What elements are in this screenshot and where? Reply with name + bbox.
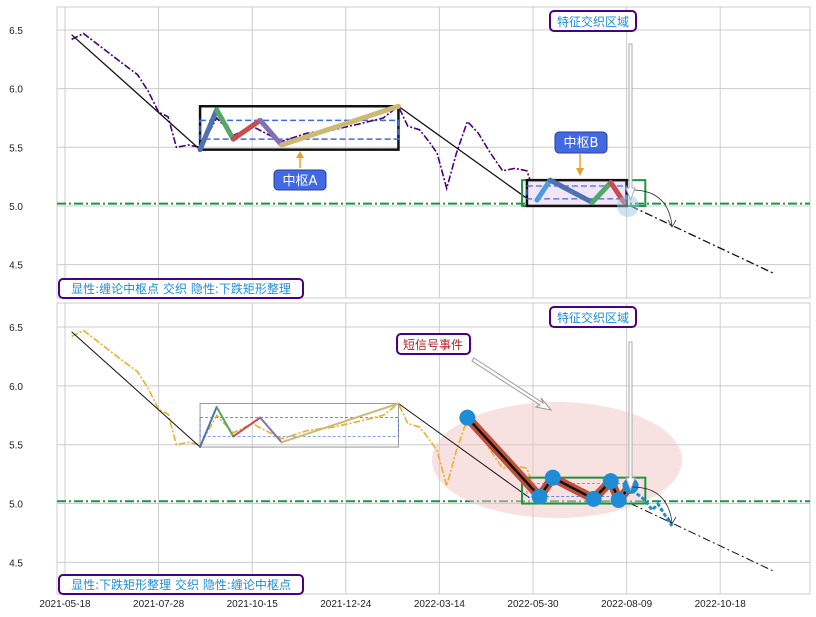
signal-point — [544, 469, 561, 486]
signal-point — [531, 488, 548, 505]
pivot-a-label-box — [273, 169, 327, 191]
y-tick-label: 5.0 — [9, 500, 23, 511]
panel-bottom: 4.5 5.0 5.5 6.0 6.5 2021-05-18 2021-07-28 2021-… — [9, 302, 811, 610]
x-tick-label: 2022-08-09 — [601, 599, 653, 610]
trend-line — [630, 205, 776, 275]
signal-label-box — [396, 333, 471, 355]
y-tick-label: 5.5 — [9, 143, 23, 154]
feature-zone-label-box — [549, 306, 637, 328]
trend-line — [398, 403, 530, 499]
signal-arrow — [471, 357, 553, 411]
y-tick-label: 4.5 — [9, 261, 23, 272]
pivot-b-segment — [534, 177, 553, 203]
y-tick-label: 6.0 — [9, 382, 23, 393]
x-tick-label: 2021-10-15 — [227, 599, 279, 610]
plot-area — [56, 6, 811, 299]
x-tick-label: 2022-10-18 — [695, 599, 747, 610]
curved-arrow — [631, 189, 673, 227]
trend-line — [630, 503, 776, 573]
signal-point — [585, 490, 602, 507]
caption-text: 显性:下跌矩形整理 交织 隐性:缠论中枢点 — [71, 577, 291, 592]
x-tick-label: 2021-12-24 — [320, 599, 372, 610]
feature-zone-arrow — [625, 43, 636, 202]
pivot-a-label: 中枢A — [283, 174, 318, 189]
pivot-b-label: 中枢B — [564, 136, 599, 151]
pivot-a-segment — [215, 406, 235, 438]
pivot-a-segment — [230, 117, 263, 142]
panel-caption: 显性:缠论中枢点 交织 隐性:下跌矩形整理 — [58, 278, 304, 299]
y-tick-label: 6.5 — [9, 323, 23, 334]
y-tick-label: 6.5 — [9, 26, 23, 37]
pivot-b-label-box — [554, 131, 608, 154]
y-tick-label: 5.5 — [9, 441, 23, 452]
pivot-b-pointer-head — [576, 168, 584, 176]
pivot-a-segment — [232, 416, 262, 438]
pivot-b-segment — [589, 179, 614, 205]
pivot-a-segment — [214, 107, 236, 142]
signal-point — [459, 409, 476, 426]
feature-zone-box — [521, 476, 647, 505]
feature-zone-label-box — [549, 10, 637, 32]
caption-box — [58, 574, 304, 595]
curved-arrow-head — [667, 516, 677, 525]
caption-text: 显性:缠论中枢点 交织 隐性:下跌矩形整理 — [71, 281, 291, 296]
trend-line — [398, 105, 530, 201]
y-tick-label: 4.5 — [9, 558, 23, 569]
y-tick-label: 5.0 — [9, 202, 23, 213]
pivot-a-segment — [259, 416, 283, 444]
trend-line — [71, 331, 201, 448]
breakout-highlight — [617, 195, 639, 217]
y-tick-label: 6.0 — [9, 85, 23, 96]
x-tick-label: 2022-03-14 — [414, 599, 466, 610]
curved-arrow — [631, 486, 673, 524]
pivot-a-segment — [279, 103, 401, 148]
panel-caption: 显性:下跌矩形整理 交织 隐性:缠论中枢点 — [58, 574, 304, 595]
x-tick-label: 2021-05-18 — [39, 599, 91, 610]
pivot-a-segment — [197, 107, 220, 153]
x-tick-label: 2021-07-28 — [133, 599, 185, 610]
x-tick-label: 2022-05-30 — [507, 599, 559, 610]
pivot-b-inner-box — [526, 185, 628, 200]
feature-zone-arrow — [625, 341, 636, 492]
projection-path — [631, 488, 674, 527]
pivot-a-segment — [280, 402, 400, 444]
signal-point — [610, 492, 627, 509]
feature-zone-label: 特征交织区域 — [549, 306, 637, 328]
signal-zone-ellipse — [432, 402, 682, 518]
feature-zone-label: 特征交织区域 — [549, 10, 637, 32]
pivot-b-segment — [547, 177, 595, 205]
feature-zone-label-text: 特征交织区域 — [557, 14, 629, 29]
pivot-a-segment — [199, 406, 218, 449]
signal-point — [602, 473, 619, 490]
caption-box — [58, 278, 304, 299]
curved-arrow-head — [667, 219, 677, 228]
trend-line — [71, 34, 201, 151]
pivot-a-pointer-head — [296, 151, 304, 158]
feature-zone-label-text: 特征交织区域 — [557, 310, 629, 325]
pivot-a-segment — [257, 117, 285, 148]
signal-label: 短信号事件 — [403, 338, 463, 352]
